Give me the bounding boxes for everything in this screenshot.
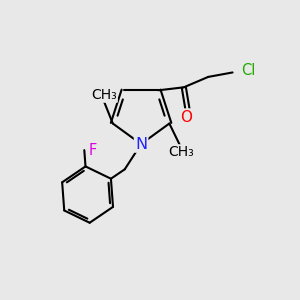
Text: N: N xyxy=(135,136,147,152)
Text: CH₃: CH₃ xyxy=(91,88,117,102)
Text: Cl: Cl xyxy=(242,64,256,79)
Text: F: F xyxy=(89,142,97,158)
Text: O: O xyxy=(180,110,192,124)
Text: CH₃: CH₃ xyxy=(168,145,194,159)
